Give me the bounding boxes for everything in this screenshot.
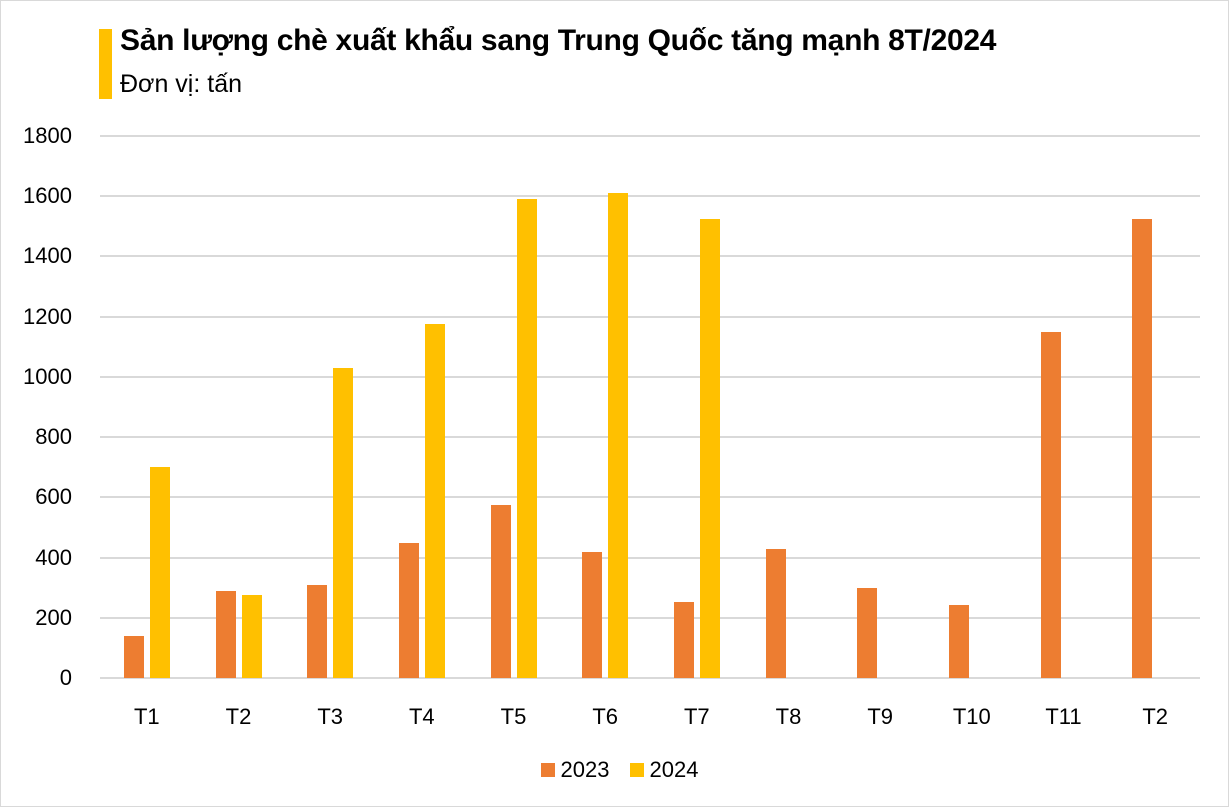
gridline bbox=[100, 195, 1200, 198]
legend-item-2024: 2024 bbox=[629, 757, 699, 783]
gridline bbox=[100, 436, 1200, 439]
x-axis-tick-label: T3 bbox=[317, 704, 343, 729]
gridline bbox=[100, 616, 1200, 619]
gridline bbox=[100, 375, 1200, 378]
x-axis-tick-label: T10 bbox=[952, 704, 991, 729]
x-axis-tick-label: T7 bbox=[683, 704, 710, 729]
x-axis-tick-label: T5 bbox=[500, 704, 527, 729]
bar-2023-t4 bbox=[398, 543, 419, 678]
bar-2023-t10 bbox=[948, 604, 969, 678]
gridline bbox=[100, 135, 1200, 137]
y-axis-tick-label: 800 bbox=[35, 424, 72, 450]
x-axis-tick-label: T6 bbox=[592, 704, 618, 729]
gridline bbox=[100, 496, 1200, 499]
legend-swatch-icon bbox=[629, 763, 644, 777]
bar-2023-t2 bbox=[1132, 218, 1153, 678]
bar-2023-t8 bbox=[765, 549, 786, 678]
bar-2023-t3 bbox=[307, 584, 328, 678]
x-axis-tick-label: T2 bbox=[1142, 704, 1168, 729]
y-axis-tick-label: 1200 bbox=[23, 303, 72, 329]
y-axis-tick-label: 0 bbox=[59, 665, 72, 690]
bar-2023-t11 bbox=[1040, 331, 1061, 678]
gridline bbox=[100, 677, 1200, 679]
bar-2023-t5 bbox=[490, 504, 511, 678]
legend: 2023 2024 bbox=[0, 757, 1229, 783]
y-axis-tick-label: 400 bbox=[35, 544, 72, 570]
bar-2024-t5 bbox=[516, 199, 537, 678]
chart-subtitle: Đơn vị: tấn bbox=[120, 70, 242, 98]
bar-2023-t1 bbox=[123, 635, 144, 678]
bar-2024-t3 bbox=[333, 367, 354, 678]
legend-swatch-icon bbox=[540, 763, 555, 777]
y-axis-tick-label: 1000 bbox=[23, 363, 72, 389]
title-accent-bar bbox=[99, 29, 112, 99]
y-axis-tick-label: 200 bbox=[35, 604, 72, 630]
legend-label: 2024 bbox=[649, 757, 699, 782]
x-axis-tick-label: T11 bbox=[1045, 704, 1082, 729]
bar-2023-t6 bbox=[582, 552, 603, 678]
gridline bbox=[100, 315, 1200, 318]
bar-2024-t2 bbox=[241, 595, 262, 678]
y-axis-tick-label: 1600 bbox=[23, 183, 72, 209]
y-axis-tick-label: 1400 bbox=[23, 243, 72, 269]
x-axis-tick-label: T8 bbox=[775, 704, 802, 729]
legend-label: 2023 bbox=[560, 757, 610, 782]
gridline bbox=[100, 255, 1200, 258]
gridline bbox=[100, 556, 1200, 559]
x-axis-tick-label: T4 bbox=[408, 704, 435, 729]
x-axis-tick-label: T1 bbox=[133, 704, 160, 729]
y-axis-tick-label: 600 bbox=[35, 484, 72, 510]
bar-2023-t9 bbox=[857, 587, 878, 678]
chart-title: Sản lượng chè xuất khẩu sang Trung Quốc … bbox=[120, 24, 997, 57]
x-axis-tick-label: T9 bbox=[867, 704, 893, 729]
legend-item-2023: 2023 bbox=[540, 757, 610, 783]
y-axis-tick-label: 1800 bbox=[23, 123, 72, 148]
bar-2024-t4 bbox=[424, 324, 445, 678]
bar-2023-t2 bbox=[215, 590, 236, 678]
x-axis-tick-label: T2 bbox=[225, 704, 252, 729]
bar-2024-t7 bbox=[699, 218, 720, 678]
bar-2024-t1 bbox=[149, 467, 170, 678]
bar-2024-t6 bbox=[608, 193, 629, 678]
bar-2023-t7 bbox=[673, 601, 694, 678]
